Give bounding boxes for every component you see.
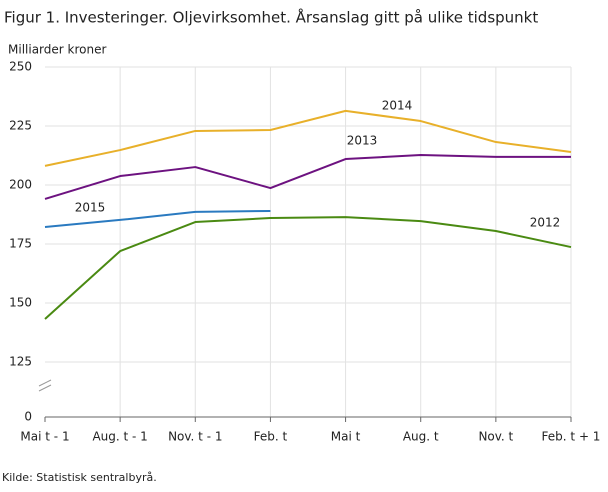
y-tick-label: 125 bbox=[9, 355, 32, 369]
x-tick-label: Nov. t bbox=[478, 430, 513, 444]
y-tick-label: 175 bbox=[9, 237, 32, 251]
axis-break bbox=[38, 384, 52, 392]
x-tick-label: Mai t bbox=[331, 430, 361, 444]
x-tick-label: Aug. t - 1 bbox=[92, 430, 147, 444]
y-tick-label: 0 bbox=[24, 410, 32, 424]
x-tick-label: Mai t - 1 bbox=[20, 430, 69, 444]
x-tick-label: Aug. t bbox=[403, 430, 439, 444]
x-tick-label: Feb. t bbox=[254, 430, 288, 444]
y-axis-label: Milliarder kroner bbox=[8, 43, 106, 57]
y-tick-label: 225 bbox=[9, 119, 32, 133]
x-tick-label: Nov. t - 1 bbox=[168, 430, 222, 444]
series-label: 2014 bbox=[382, 99, 413, 113]
series-label: 2012 bbox=[530, 216, 561, 230]
y-tick-label: 200 bbox=[9, 178, 32, 192]
line-series bbox=[44, 154, 571, 200]
y-tick-label: 250 bbox=[9, 60, 32, 74]
source: Kilde: Statistisk sentralbyrå. bbox=[2, 471, 157, 484]
x-tick-label: Feb. t + 1 bbox=[542, 430, 601, 444]
line-series bbox=[44, 209, 271, 229]
y-tick-label: 150 bbox=[9, 296, 32, 310]
line-series bbox=[44, 109, 572, 167]
series-label: 2013 bbox=[347, 134, 378, 148]
chart-title: Figur 1. Investeringer. Oljevirksomhet. … bbox=[4, 8, 538, 27]
series-label: 2015 bbox=[75, 201, 106, 215]
axis-break bbox=[38, 379, 52, 387]
line-series bbox=[44, 216, 572, 320]
